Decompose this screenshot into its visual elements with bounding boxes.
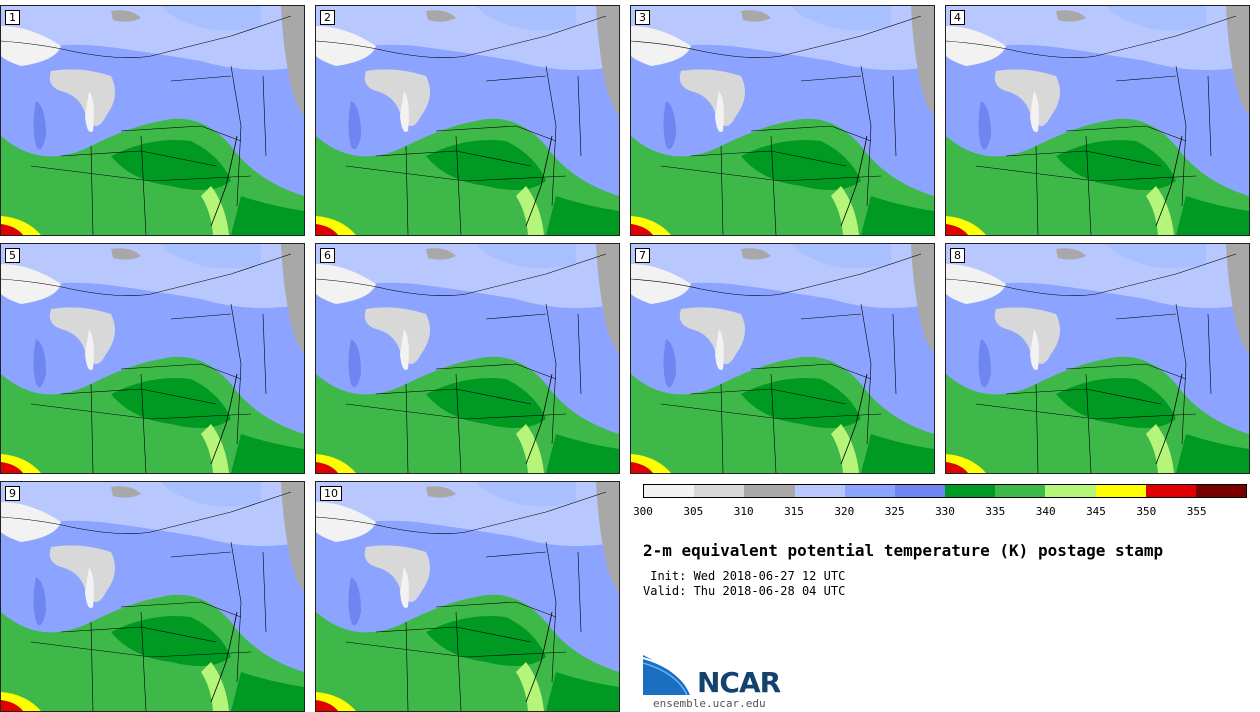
colorbar-tick-label: 325 xyxy=(884,505,905,518)
member-number: 9 xyxy=(5,486,20,501)
ensemble-member-panel: 5 xyxy=(0,243,305,474)
colorbar-tick-label: 350 xyxy=(1136,505,1157,518)
colorbar-tick-label: 305 xyxy=(683,505,704,518)
colorbar-segment xyxy=(844,485,895,497)
colorbar-tick-label: 300 xyxy=(633,505,653,518)
colorbar-segment xyxy=(1145,485,1196,497)
colorbar-tick-label: 355 xyxy=(1186,505,1207,518)
site-url: ensemble.ucar.edu xyxy=(653,697,766,710)
member-number: 4 xyxy=(950,10,965,25)
map-image xyxy=(631,244,934,473)
member-number: 7 xyxy=(635,248,650,263)
member-number: 2 xyxy=(320,10,335,25)
map-image xyxy=(1,482,304,711)
map-image xyxy=(316,482,619,711)
map-image xyxy=(946,6,1249,235)
ensemble-member-panel: 2 xyxy=(315,5,620,236)
map-image xyxy=(316,244,619,473)
colorbar-tick-label: 330 xyxy=(935,505,955,518)
ensemble-member-panel: 9 xyxy=(0,481,305,712)
ensemble-member-panel: 8 xyxy=(945,243,1250,474)
colorbar-segment xyxy=(1095,485,1146,497)
colorbar-tick-label: 310 xyxy=(733,505,754,518)
colorbar-tick-label: 320 xyxy=(834,505,855,518)
colorbar-segment xyxy=(644,485,695,497)
colorbar-segment xyxy=(945,485,996,497)
ncar-logo-icon xyxy=(643,655,692,695)
member-number: 5 xyxy=(5,248,20,263)
colorbar-segment xyxy=(794,485,845,497)
ensemble-member-panel: 1 xyxy=(0,5,305,236)
colorbar-segment xyxy=(1045,485,1096,497)
member-number: 10 xyxy=(320,486,342,501)
ensemble-member-panel: 10 xyxy=(315,481,620,712)
map-image xyxy=(631,6,934,235)
member-number: 6 xyxy=(320,248,335,263)
colorbar-tick-label: 315 xyxy=(784,505,804,518)
colorbar-tick-label: 335 xyxy=(985,505,1006,518)
map-image xyxy=(1,6,304,235)
member-number: 8 xyxy=(950,248,965,263)
colorbar-segment xyxy=(995,485,1046,497)
colorbar-segment xyxy=(1195,485,1247,497)
valid-time: Valid: Thu 2018-06-28 04 UTC xyxy=(643,584,846,598)
plot-title: 2-m equivalent potential temperature (K)… xyxy=(643,541,1164,560)
member-number: 3 xyxy=(635,10,650,25)
ncar-logo-text: NCAR xyxy=(697,666,781,699)
colorbar-segment xyxy=(744,485,795,497)
ensemble-member-panel: 4 xyxy=(945,5,1250,236)
colorbar-segment xyxy=(694,485,745,497)
colorbar xyxy=(643,484,1247,498)
colorbar-tick-label: 345 xyxy=(1086,505,1106,518)
member-number: 1 xyxy=(5,10,20,25)
map-image xyxy=(946,244,1249,473)
colorbar-segment xyxy=(894,485,946,497)
map-image xyxy=(316,6,619,235)
init-time: Init: Wed 2018-06-27 12 UTC xyxy=(643,569,846,583)
ensemble-member-panel: 3 xyxy=(630,5,935,236)
ensemble-member-panel: 6 xyxy=(315,243,620,474)
colorbar-tick-label: 340 xyxy=(1035,505,1056,518)
ensemble-member-panel: 7 xyxy=(630,243,935,474)
map-image xyxy=(1,244,304,473)
